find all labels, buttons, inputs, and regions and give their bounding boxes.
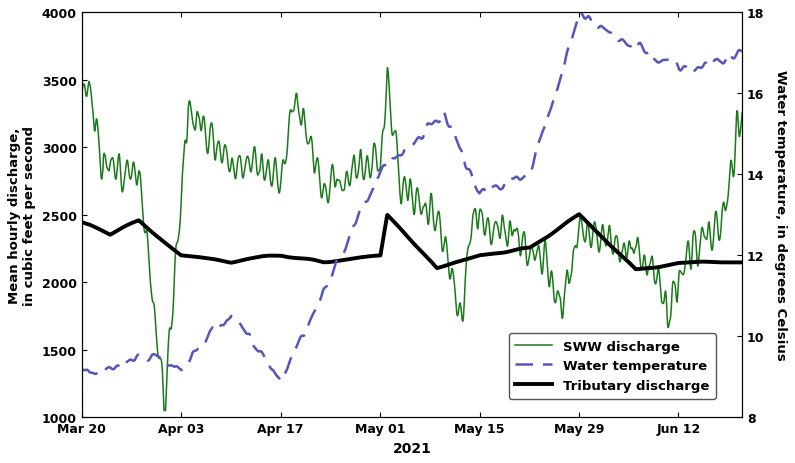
X-axis label: 2021: 2021 <box>393 441 432 455</box>
Legend: SWW discharge, Water temperature, Tributary discharge: SWW discharge, Water temperature, Tribut… <box>509 333 716 399</box>
Y-axis label: Water temperature, in degrees Celsius: Water temperature, in degrees Celsius <box>774 70 787 360</box>
Y-axis label: Mean hourly discharge,
in cubic feet per second: Mean hourly discharge, in cubic feet per… <box>8 125 37 305</box>
